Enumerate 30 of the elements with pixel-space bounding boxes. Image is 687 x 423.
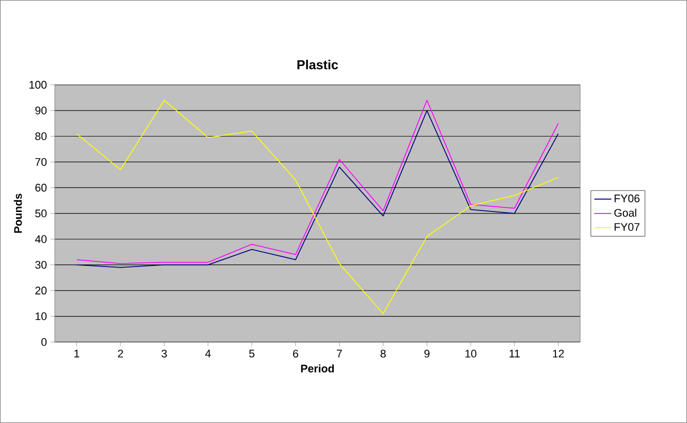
x-tick-label: 10 xyxy=(465,350,476,358)
y-tick-label: 0 xyxy=(41,338,47,346)
y-tick-label: 20 xyxy=(35,286,47,295)
x-axis-title: Period xyxy=(301,364,334,373)
x-tick-label: 9 xyxy=(424,350,430,358)
y-tick-label: 50 xyxy=(35,210,47,218)
x-tick-label: 1 xyxy=(74,350,80,358)
y-axis-title: Pounds xyxy=(14,194,22,233)
y-tick-label: 70 xyxy=(35,158,47,166)
x-tick-label: 2 xyxy=(118,350,123,358)
x-tick-label: 8 xyxy=(380,350,386,358)
legend-label: FY07 xyxy=(614,223,640,231)
x-tick-label: 5 xyxy=(249,350,254,358)
legend-label: FY06 xyxy=(614,194,640,202)
line-series xyxy=(76,100,559,314)
y-tick-label: 10 xyxy=(36,312,47,320)
y-tick-label: 80 xyxy=(35,132,47,140)
x-tick-label: 11 xyxy=(510,350,520,358)
chart-title: Plastic xyxy=(297,60,338,70)
y-tick-label: 100 xyxy=(30,81,47,89)
y-tick-label: 30 xyxy=(35,261,47,269)
y-tick-label: 90 xyxy=(35,106,47,115)
x-tick-label: 7 xyxy=(336,350,342,358)
y-tick-label: 40 xyxy=(35,235,47,244)
x-tick-label: 12 xyxy=(553,350,564,358)
x-tick-label: 6 xyxy=(293,350,298,358)
x-tick-label: 3 xyxy=(162,350,167,358)
x-tick-label: 4 xyxy=(205,350,211,358)
legend-label: Goal xyxy=(614,208,636,217)
y-tick-label: 60 xyxy=(35,184,47,192)
